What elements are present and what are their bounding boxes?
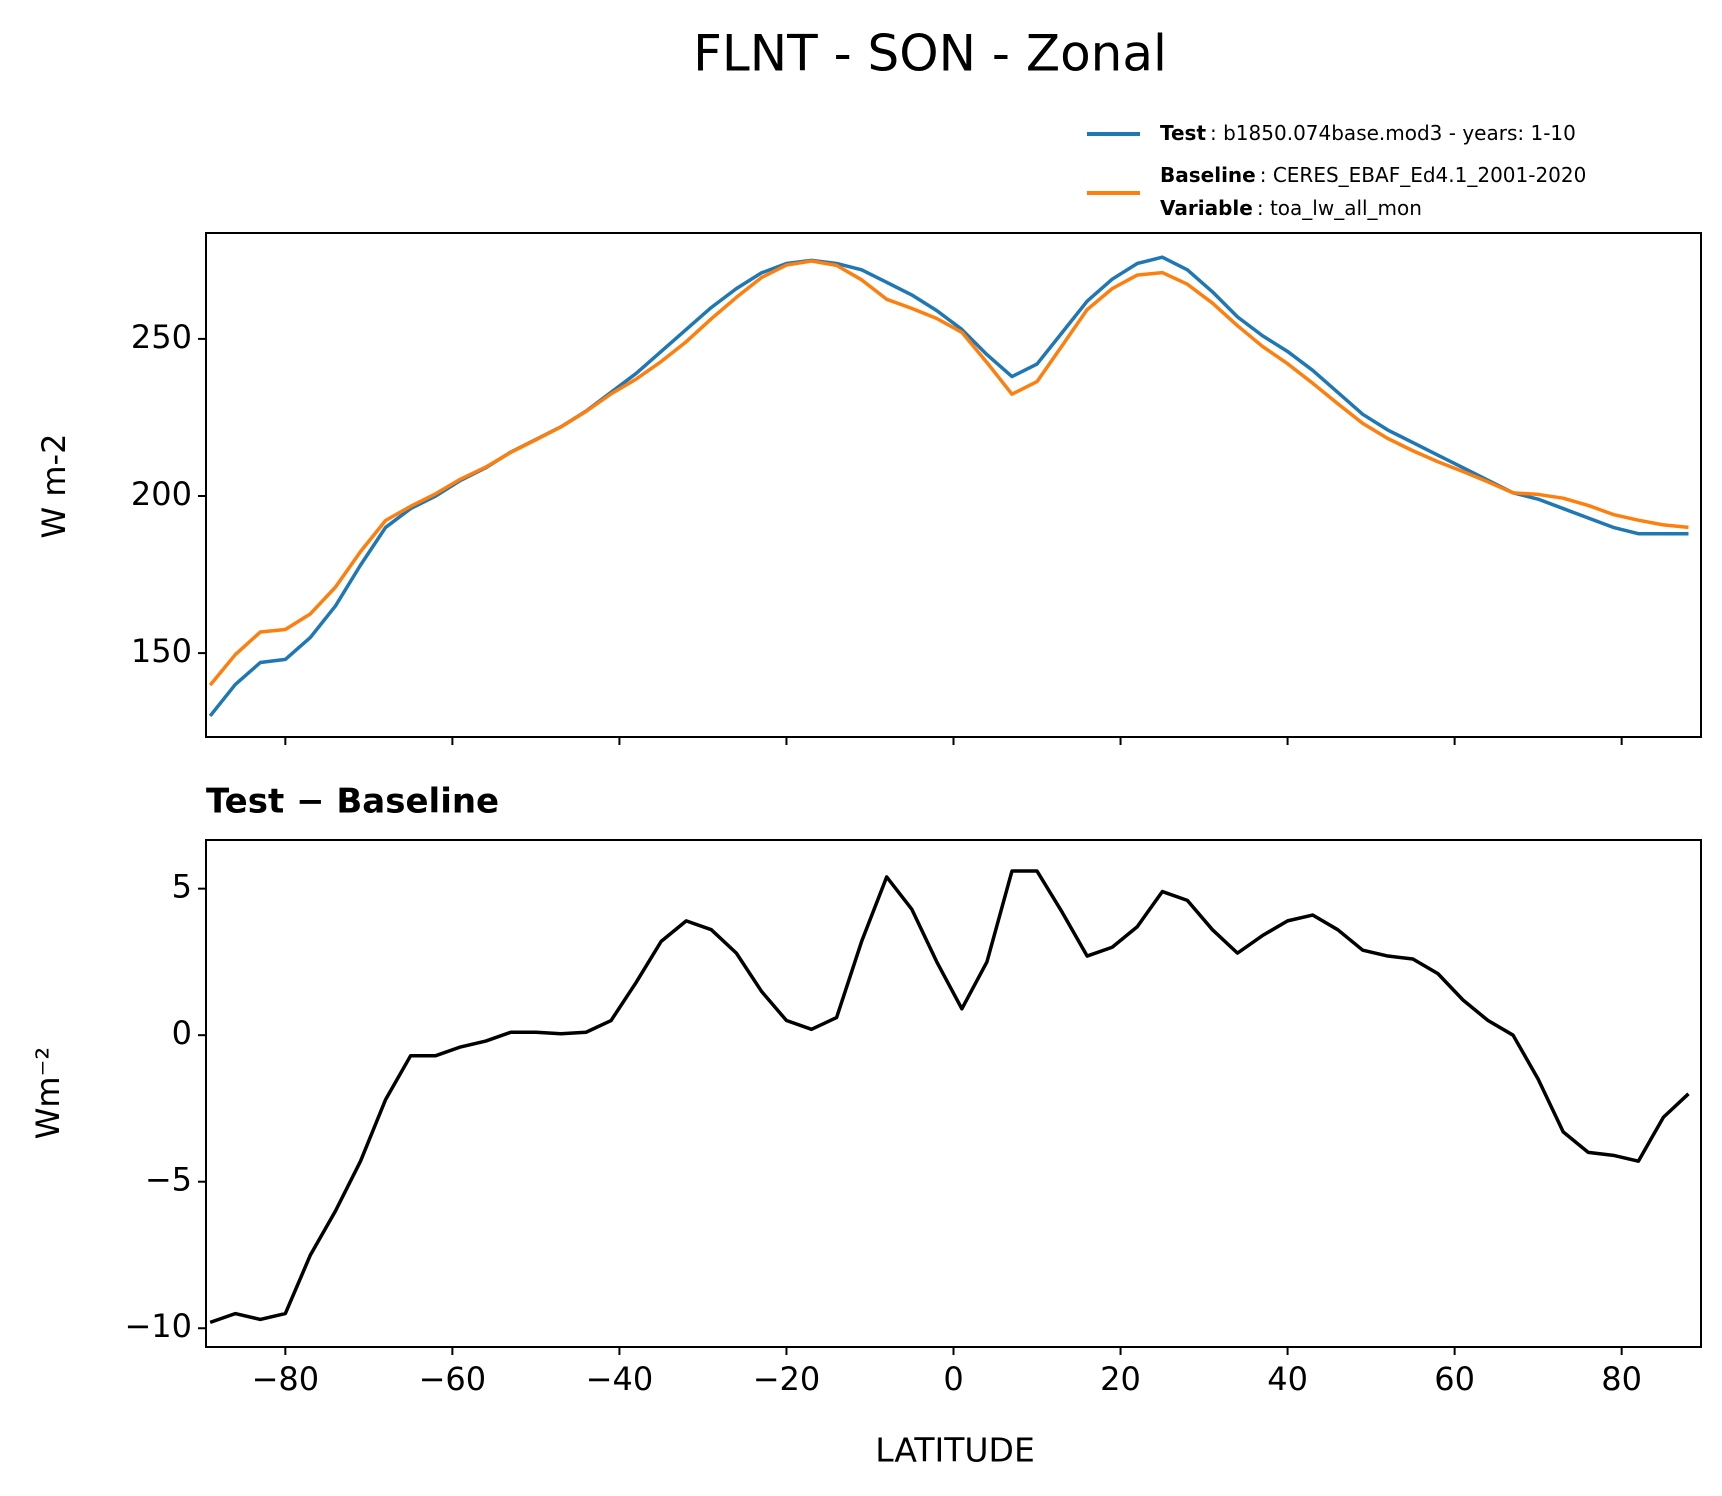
x-tick-label: 80 [1601, 1360, 1642, 1398]
plot-frame [205, 232, 1702, 738]
x-tick-label: 20 [1100, 1360, 1141, 1398]
y-axis-label: Wm⁻² [29, 1047, 67, 1140]
x-tick-label: −60 [419, 1360, 487, 1398]
legend-description: : CERES_EBAF_Ed4.1_2001-2020 [1260, 163, 1587, 187]
x-tick-label: −80 [252, 1360, 320, 1398]
y-tick-label: 5 [172, 868, 192, 906]
y-tick-label: −5 [145, 1161, 192, 1199]
legend-entry: Test: b1850.074base.mod3 - years: 1-10 [1160, 121, 1576, 145]
data-line [209, 869, 1690, 1325]
x-tick-label: 60 [1434, 1360, 1475, 1398]
panel-title: Test − Baseline [206, 782, 499, 822]
legend-entry: Baseline: CERES_EBAF_Ed4.1_2001-2020 [1160, 163, 1586, 187]
figure-title: FLNT - SON - Zonal [693, 25, 1167, 83]
y-tick-label: 250 [131, 318, 192, 356]
y-tick-label: 0 [172, 1014, 192, 1052]
y-axis-label: W m-2 [35, 434, 73, 539]
x-tick-label: −20 [753, 1360, 821, 1398]
legend-entry: Variable: toa_lw_all_mon [1160, 196, 1422, 220]
plot-frame [205, 839, 1702, 1348]
legend-name: Test [1160, 121, 1206, 145]
y-tick-label: 200 [131, 475, 192, 513]
y-tick-label: 150 [131, 632, 192, 670]
legend: Test: b1850.074base.mod3 - years: 1-10 B… [1160, 121, 1586, 220]
legend-description: : b1850.074base.mod3 - years: 1-10 [1210, 121, 1576, 145]
x-axis-label: LATITUDE [875, 1431, 1035, 1470]
legend-variable: : toa_lw_all_mon [1257, 196, 1422, 220]
y-tick-label: −10 [124, 1307, 192, 1345]
x-tick-label: 40 [1267, 1360, 1308, 1398]
legend-name: Baseline [1160, 163, 1256, 187]
data-line [208, 259, 1689, 687]
x-tick-label: 0 [943, 1360, 963, 1398]
legend-variable-label: Variable [1160, 196, 1253, 220]
x-tick-label: −40 [586, 1360, 654, 1398]
